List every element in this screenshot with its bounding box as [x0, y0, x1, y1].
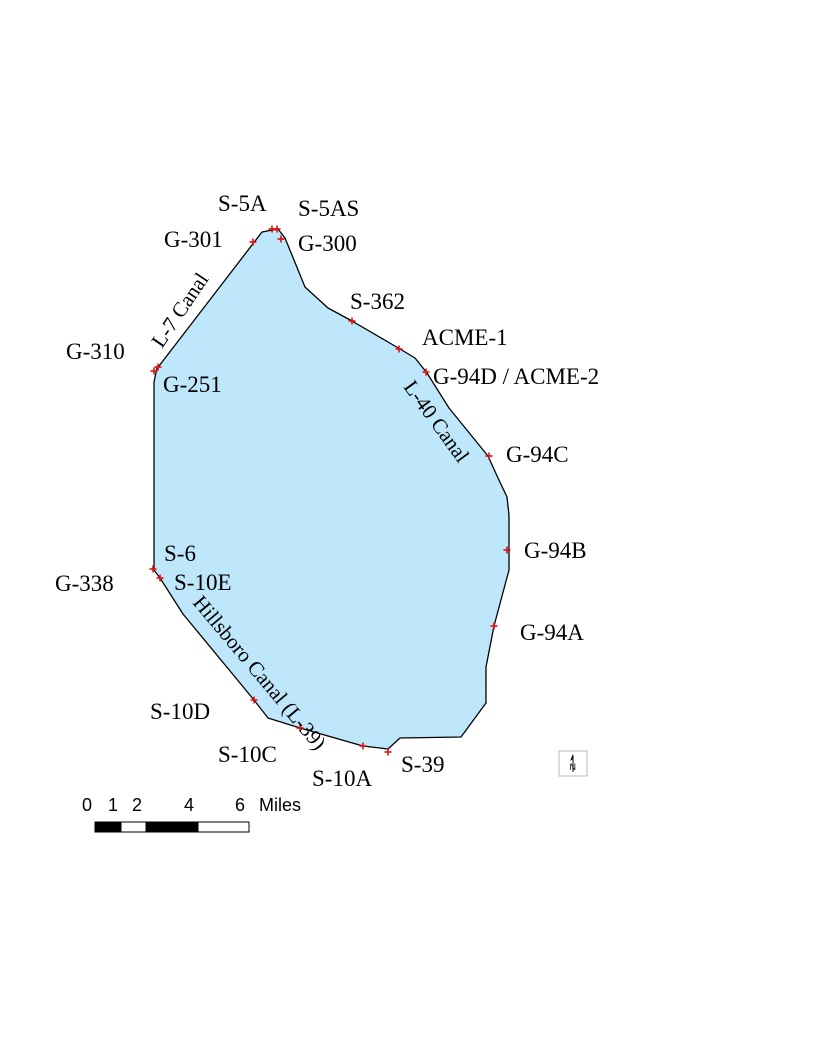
station-marker-s-10d	[250, 696, 258, 704]
station-marker-acme-1	[395, 345, 403, 353]
station-marker-g-94b	[503, 546, 511, 554]
scale-tick-6: 6	[235, 795, 245, 815]
station-marker-g-310	[150, 367, 158, 375]
station-marker-g-300	[277, 235, 285, 243]
station-label-g-94c: G-94C	[506, 442, 569, 467]
station-label-s-10c: S-10C	[218, 742, 277, 767]
station-marker-g-94a	[490, 622, 498, 630]
station-label-s-10d: S-10D	[150, 699, 210, 724]
station-marker-s-10c	[296, 724, 304, 732]
station-marker-g-94c	[485, 452, 493, 460]
north-arrow-label: N	[570, 762, 577, 772]
station-marker-s-362	[348, 317, 356, 325]
station-label-g-338: G-338	[55, 571, 114, 596]
station-marker-s-10e	[156, 574, 164, 582]
refuge-area-polygon	[153, 228, 510, 750]
station-label-s-39: S-39	[401, 752, 444, 777]
station-label-g-94d-acme-2: G-94D / ACME-2	[433, 364, 599, 389]
station-label-g-300: G-300	[298, 231, 357, 256]
station-marker-s-39	[384, 748, 392, 756]
scale-bar: 0 1 2 4 6 Miles	[82, 795, 301, 833]
scale-tick-4: 4	[184, 795, 194, 815]
station-label-s-5as: S-5AS	[298, 196, 359, 221]
station-marker-s-5as	[273, 225, 281, 233]
station-label-g-301: G-301	[164, 227, 223, 252]
station-label-g-251: G-251	[163, 372, 222, 397]
scale-tick-1: 1	[108, 795, 118, 815]
station-label-g-94a: G-94A	[520, 620, 584, 645]
station-label-g-310: G-310	[66, 339, 125, 364]
station-label-g-94b: G-94B	[524, 538, 587, 563]
station-markers	[149, 225, 511, 756]
north-arrow-icon: N	[558, 750, 588, 777]
station-labels: S-5A S-5AS G-301 G-300 S-362 ACME-1 G-94…	[55, 191, 599, 791]
station-marker-g-301	[249, 238, 257, 246]
station-label-s-362: S-362	[350, 289, 405, 314]
station-label-s-10e: S-10E	[174, 570, 232, 595]
station-marker-g-94d	[422, 368, 430, 376]
scale-tick-0: 0	[82, 795, 92, 815]
station-label-s-5a: S-5A	[218, 191, 267, 216]
station-marker-s-6	[149, 565, 157, 573]
station-marker-g-251	[154, 363, 162, 371]
station-label-acme-1: ACME-1	[422, 325, 508, 350]
scale-tick-2: 2	[132, 795, 142, 815]
station-marker-s-10a	[359, 742, 367, 750]
scale-unit-label: Miles	[259, 795, 301, 815]
station-label-s-6: S-6	[164, 541, 196, 566]
station-label-s-10a: S-10A	[312, 766, 372, 791]
